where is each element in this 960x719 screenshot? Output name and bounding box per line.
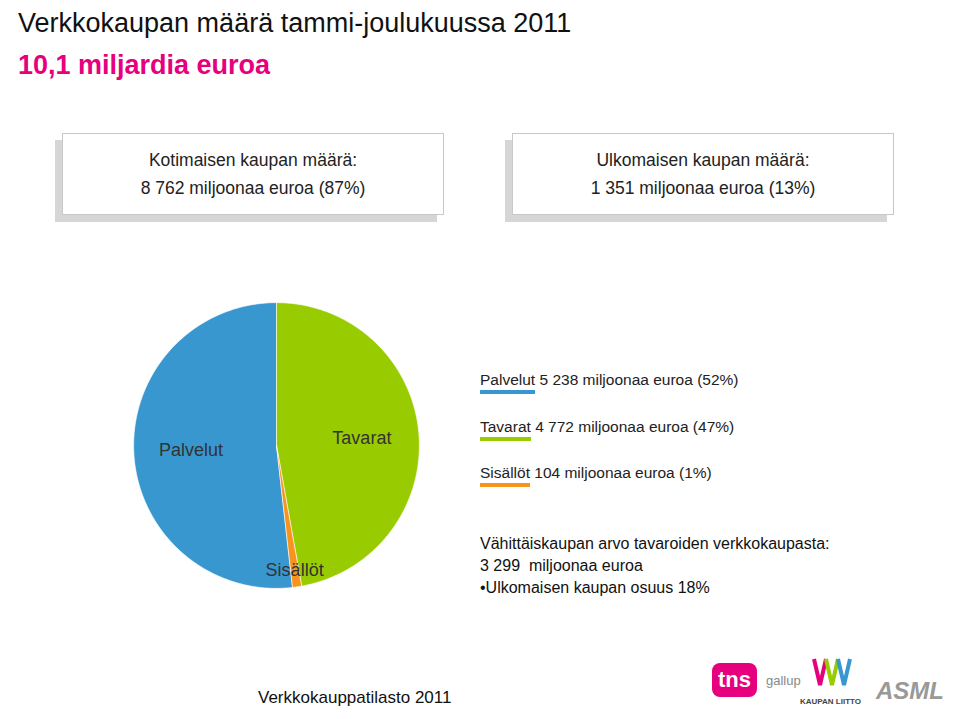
html-text:tns: tns	[718, 667, 751, 692]
html-text:1 351 miljoonaa euroa (13%): 1 351 miljoonaa euroa (13%)	[590, 178, 816, 198]
svg-text:Palvelut: Palvelut	[159, 440, 223, 460]
html-text:KAUPAN LIITTO: KAUPAN LIITTO	[800, 697, 861, 706]
svg-text:Tavarat: Tavarat	[332, 428, 391, 448]
html-text:Palvelut 5 238 miljoonaa euroa: Palvelut 5 238 miljoonaa euroa (52%)	[480, 371, 739, 388]
svg-text:Sisällöt: Sisällöt	[266, 560, 324, 580]
html-text:Verkkokaupan määrä tammi-joulu: Verkkokaupan määrä tammi-joulukuussa 201…	[18, 8, 572, 38]
html-text:Ulkomaisen kaupan määrä:: Ulkomaisen kaupan määrä:	[596, 150, 810, 170]
html-text:Vähittäiskaupan arvo tavaroide: Vähittäiskaupan arvo tavaroiden verkkoka…	[480, 535, 830, 596]
html-text:Tavarat 4 772 miljoonaa euroa: Tavarat 4 772 miljoonaa euroa (47%)	[480, 418, 735, 435]
html-text:Kotimaisen kaupan määrä:: Kotimaisen kaupan määrä:	[148, 150, 358, 170]
html-text:Sisällöt 104 miljoonaa euroa (: Sisällöt 104 miljoonaa euroa (1%)	[480, 464, 712, 481]
html-text:Verkkokauppatilasto 2011: Verkkokauppatilasto 2011	[258, 688, 452, 707]
html-text:10,1 miljardia euroa: 10,1 miljardia euroa	[18, 50, 271, 80]
html-text:ASML: ASML	[876, 677, 944, 704]
html-text:gallup: gallup	[766, 673, 801, 688]
html-text:8 762 miljoonaa euroa (87%): 8 762 miljoonaa euroa (87%)	[140, 178, 366, 198]
